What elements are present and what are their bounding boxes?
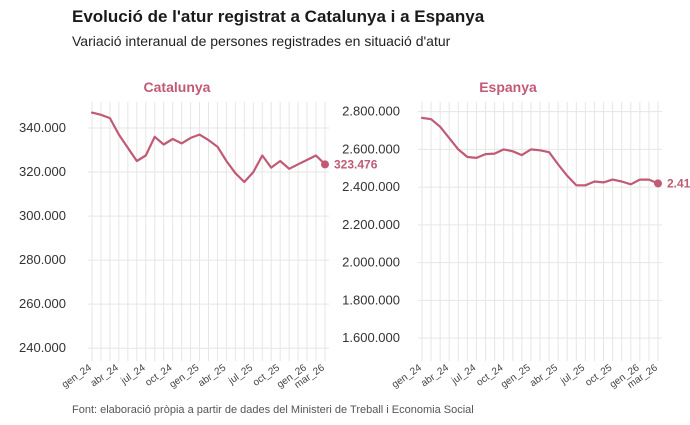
espanya-x-tick-label: abr_25 — [528, 362, 560, 389]
espanya-last-value-label: 2.419.712 — [667, 176, 690, 190]
catalunya-last-value-label: 323.476 — [334, 157, 378, 171]
espanya-y-tick-label: 2.800.000 — [342, 104, 400, 119]
espanya-x-tick-label: gen_25 — [499, 362, 533, 390]
catalunya-x-tick-label: abr_24 — [89, 362, 121, 389]
catalunya-x-tick-label: abr_25 — [196, 362, 228, 389]
espanya-panel-title: Espanya — [479, 79, 537, 95]
espanya-y-tick-label: 2.600.000 — [342, 141, 400, 156]
espanya-series-line — [420, 116, 660, 187]
catalunya-x-tick-label: jul_25 — [226, 362, 255, 387]
source-note: Font: elaboració pròpia a partir de dade… — [72, 404, 474, 416]
espanya-x-tick-label: abr_24 — [419, 362, 451, 389]
catalunya-y-tick-label: 320.000 — [19, 164, 66, 179]
espanya-y-tick-label: 2.000.000 — [342, 255, 400, 270]
chart-subtitle: Variació interanual de persones registra… — [72, 33, 451, 49]
catalunya-y-tick-label: 240.000 — [19, 340, 66, 355]
catalunya-y-tick-label: 300.000 — [19, 208, 66, 223]
catalunya-panel-title: Catalunya — [144, 79, 211, 95]
espanya-y-tick-label: 2.200.000 — [342, 217, 400, 232]
catalunya-x-tick-label: gen_25 — [168, 362, 202, 390]
catalunya-y-tick-label: 280.000 — [19, 252, 66, 267]
catalunya-x-tick-label: jul_24 — [118, 362, 147, 387]
espanya-last-point — [654, 179, 662, 188]
catalunya-last-point — [321, 160, 329, 169]
espanya-x-tick-label: gen_24 — [390, 362, 424, 390]
espanya-x-tick-label: jul_25 — [558, 362, 587, 387]
espanya-y-tick-label: 2.400.000 — [342, 179, 400, 194]
chart-title: Evolució de l'atur registrat a Catalunya… — [72, 7, 485, 26]
catalunya-series-line — [90, 111, 327, 184]
catalunya-y-tick-label: 340.000 — [19, 120, 66, 135]
catalunya-x-tick-label: gen_24 — [60, 362, 94, 390]
espanya-y-tick-label: 1.600.000 — [342, 330, 400, 345]
espanya-y-tick-label: 1.800.000 — [342, 292, 400, 307]
espanya-x-tick-label: jul_24 — [449, 362, 478, 387]
catalunya-y-tick-label: 260.000 — [19, 296, 66, 311]
